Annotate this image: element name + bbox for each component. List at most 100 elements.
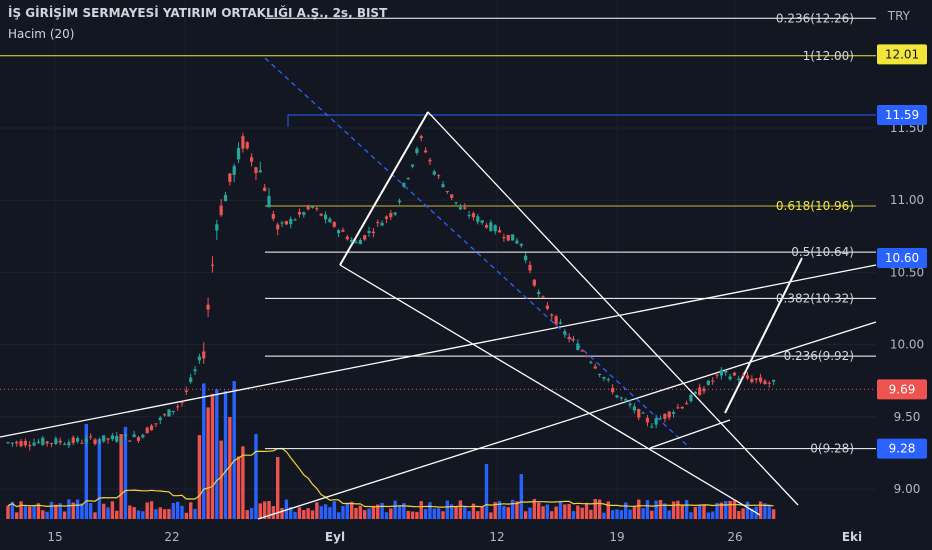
candle: [737, 375, 741, 384]
candle: [345, 234, 349, 241]
volume-bar: [128, 505, 132, 519]
candle: [537, 289, 541, 298]
candle: [467, 210, 471, 219]
candle-body: [732, 372, 737, 376]
volume-bar: [262, 501, 267, 519]
volume-bar: [62, 511, 67, 519]
candle-body: [176, 406, 180, 408]
candle: [480, 219, 484, 225]
candle: [732, 371, 737, 377]
volume-bar: [502, 505, 506, 519]
candle-body: [628, 403, 632, 406]
volume-bar: [550, 511, 554, 519]
candle: [293, 218, 297, 221]
volume-bar: [249, 508, 254, 519]
candle-body: [532, 279, 536, 286]
candle: [154, 423, 158, 428]
volume-bar: [349, 501, 354, 519]
volume-bar: [597, 499, 602, 519]
time-axis-tick: 12: [489, 530, 504, 544]
candle-body: [62, 443, 67, 445]
candle-body: [719, 369, 723, 376]
volume-bar: [406, 510, 410, 519]
candle-body: [402, 182, 406, 187]
volume-indicator-label[interactable]: Hacim (20): [8, 27, 75, 41]
candle-body: [593, 366, 597, 369]
candle-body: [128, 440, 132, 442]
candle-body: [663, 413, 667, 419]
candle: [36, 438, 41, 445]
volume-bar: [463, 506, 467, 519]
candle-body: [80, 442, 84, 444]
candle: [380, 220, 384, 226]
candle-body: [154, 423, 158, 425]
candle-body: [197, 356, 201, 361]
candle-body: [772, 379, 776, 382]
candle-body: [645, 417, 650, 423]
time-axis: 15 22 Eyl 12 19 26 Eki: [47, 530, 862, 544]
volume-bar: [711, 511, 715, 519]
candle-body: [10, 442, 14, 444]
candle: [415, 146, 419, 156]
candle-body: [724, 370, 728, 373]
candle: [123, 433, 128, 441]
candle: [45, 440, 49, 447]
volume-bar: [680, 504, 684, 519]
candle-body: [650, 426, 654, 428]
volume-bar: [628, 509, 632, 519]
volume-bar: [563, 504, 567, 519]
volume-bar: [697, 504, 702, 519]
candle-body: [93, 439, 97, 445]
candle-body: [89, 436, 93, 438]
candle: [62, 441, 67, 446]
candle-body: [45, 441, 49, 444]
candle-body: [276, 224, 280, 230]
volume-bar: [750, 508, 754, 519]
candle: [558, 319, 563, 325]
volume-bar: [441, 511, 445, 519]
candle-body: [84, 438, 88, 443]
candle-body: [302, 212, 306, 215]
candle-body: [384, 216, 389, 219]
candle-body: [206, 304, 210, 310]
volume-bar: [706, 512, 711, 519]
candle: [750, 375, 754, 384]
candle: [650, 423, 654, 429]
price-axis-tick: 10.00: [890, 338, 924, 352]
volume-bar: [197, 435, 202, 519]
candle: [689, 393, 693, 403]
candle: [628, 399, 632, 409]
volume-bar: [724, 501, 728, 519]
volume-bar: [467, 511, 471, 519]
volume-bar: [384, 512, 389, 519]
candle: [624, 397, 628, 404]
candle: [210, 256, 215, 273]
candle-body: [163, 414, 167, 416]
candle-body: [210, 264, 215, 266]
candle: [110, 432, 114, 442]
volume-bar: [471, 503, 476, 519]
candle: [171, 410, 175, 415]
volume-bar: [54, 504, 58, 519]
candle-body: [271, 213, 275, 219]
candle: [571, 335, 576, 343]
candle-body: [236, 147, 241, 160]
candle: [228, 173, 232, 186]
candle: [419, 134, 423, 142]
volume-bar: [476, 511, 480, 519]
candle: [6, 441, 10, 444]
volume-bar: [645, 500, 650, 519]
candle-body: [371, 231, 375, 234]
trend-line: [339, 111, 429, 266]
candle: [502, 233, 506, 242]
candle-body: [280, 222, 284, 224]
candle: [306, 204, 310, 211]
candle-body: [293, 219, 297, 221]
volume-bar: [632, 506, 637, 519]
candle: [241, 132, 245, 153]
candle-body: [537, 291, 541, 295]
volume-bar: [519, 474, 523, 519]
candle-body: [767, 382, 771, 384]
volume-bar: [345, 502, 349, 519]
